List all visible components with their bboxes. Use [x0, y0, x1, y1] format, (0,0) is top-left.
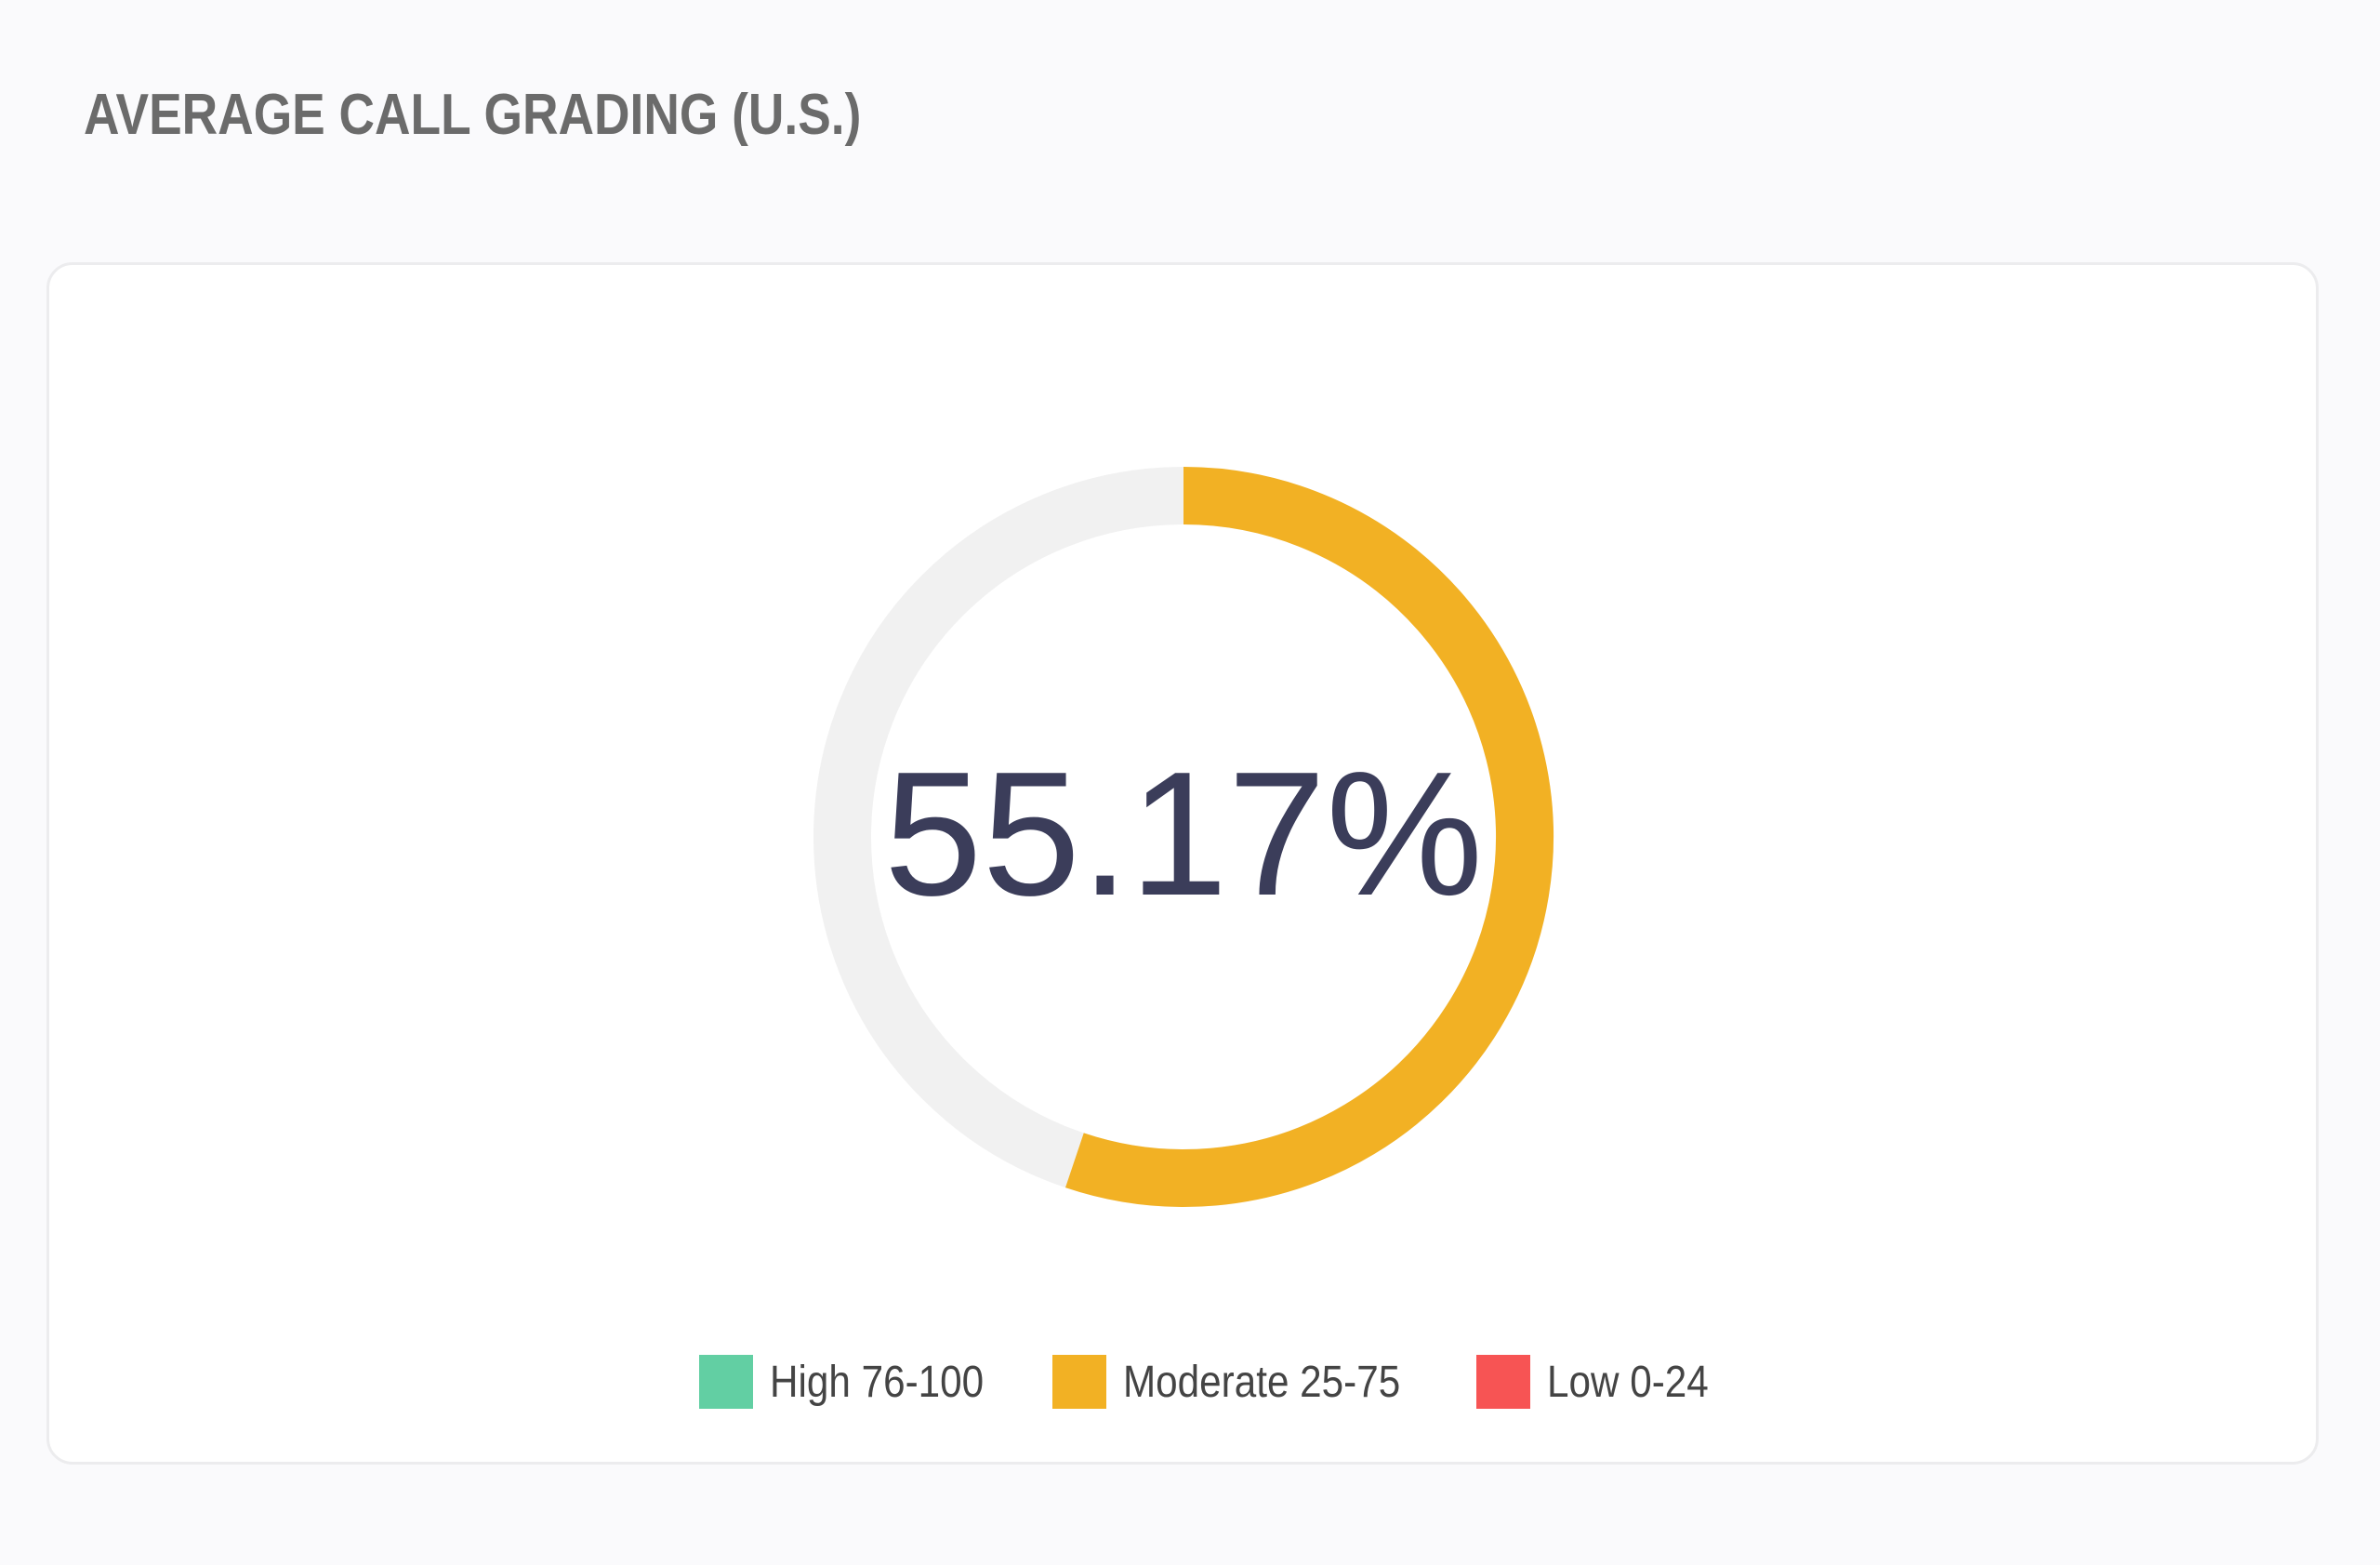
legend-swatch-low	[1476, 1355, 1531, 1409]
legend-swatch-moderate	[1051, 1355, 1106, 1409]
page-title: AVERAGE CALL GRADING (U.S.)	[84, 83, 862, 147]
legend-swatch-high	[699, 1355, 753, 1409]
legend-item-moderate: Moderate 25-75	[1051, 1355, 1438, 1409]
legend-label-low: Low 0-24	[1547, 1357, 1710, 1407]
legend-item-low: Low 0-24	[1476, 1355, 1730, 1409]
legend-item-high: High 76-100	[699, 1355, 1013, 1409]
chart-card	[46, 262, 2319, 1465]
legend: High 76-100 Moderate 25-75 Low 0-24	[699, 1354, 1770, 1410]
legend-label-high: High 76-100	[770, 1357, 985, 1407]
legend-label-moderate: Moderate 25-75	[1122, 1357, 1400, 1407]
